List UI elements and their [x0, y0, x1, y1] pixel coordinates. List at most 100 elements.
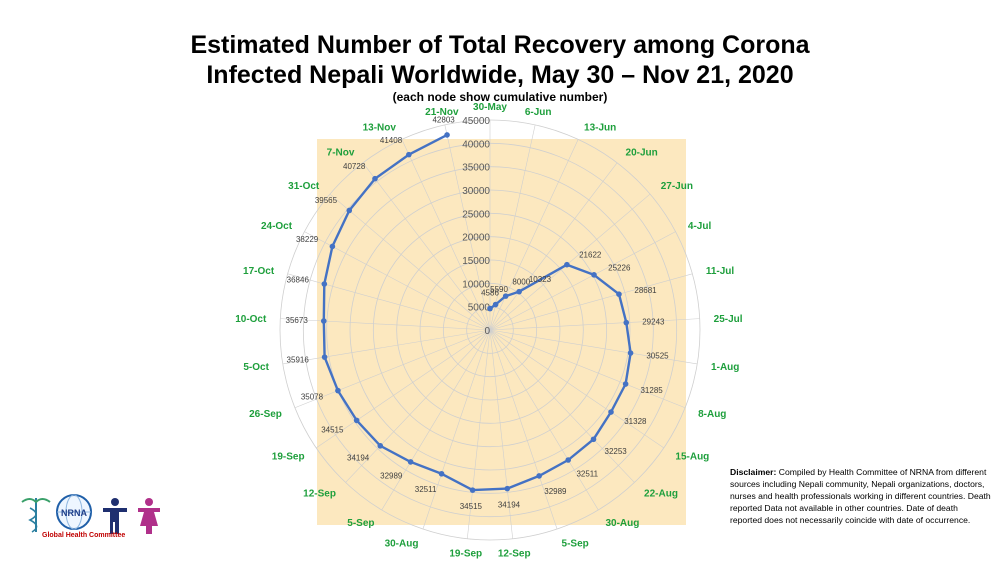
category-label: 15-Aug — [675, 452, 709, 463]
category-label: 5-Oct — [243, 362, 269, 373]
disclaimer-heading: Disclaimer: — [730, 467, 777, 477]
data-label: 34515 — [460, 502, 483, 511]
grid-spoke — [287, 273, 491, 331]
category-label: 31-Oct — [288, 181, 320, 192]
data-label: 32511 — [576, 470, 598, 479]
grid-spoke — [362, 162, 491, 331]
data-label: 42803 — [432, 115, 455, 124]
grid-spoke — [489, 318, 700, 331]
category-label: 19-Sep — [449, 549, 482, 560]
data-label: 32253 — [605, 447, 628, 456]
grid-spoke — [489, 193, 651, 331]
data-label: 34194 — [498, 501, 521, 510]
data-point — [516, 288, 522, 295]
globe-icon: NRNA — [56, 494, 92, 530]
data-label: 40728 — [343, 162, 366, 171]
data-point — [487, 305, 493, 312]
grid-spoke — [489, 124, 536, 331]
female-figure-icon — [138, 498, 160, 534]
grid-spoke — [489, 329, 558, 530]
grid-spoke — [489, 329, 635, 483]
data-point — [608, 409, 614, 415]
data-point — [407, 459, 414, 465]
category-label: 12-Sep — [498, 549, 531, 560]
data-label: 38229 — [296, 235, 319, 244]
disclaimer-text: Compiled by Health Committee of NRNA fro… — [730, 467, 991, 525]
category-label: 13-Jun — [584, 123, 616, 134]
category-label: 21-Nov — [425, 107, 459, 118]
grid-spoke — [280, 318, 491, 331]
male-figure-icon — [103, 498, 127, 534]
data-label: 34515 — [321, 425, 344, 434]
data-point — [616, 291, 622, 297]
axis-tick-label: 35000 — [462, 163, 490, 174]
data-label: 8000 — [512, 278, 530, 287]
data-label: 31328 — [624, 417, 647, 426]
data-label: 41408 — [380, 136, 403, 145]
category-label: 30-Aug — [605, 518, 639, 529]
grid-spoke — [304, 231, 491, 331]
data-point — [565, 457, 572, 463]
data-point — [321, 354, 328, 360]
data-label: 4586 — [481, 289, 499, 298]
grid-spoke — [489, 329, 664, 449]
chart-title-line1: Estimated Number of Total Recovery among… — [190, 31, 810, 59]
data-label: 35916 — [287, 356, 310, 365]
category-label: 5-Sep — [562, 538, 589, 549]
data-label: 32989 — [380, 472, 403, 481]
category-label: 25-Jul — [714, 314, 743, 325]
data-point — [377, 443, 384, 449]
category-label: 20-Jun — [626, 148, 658, 159]
grid-spoke — [489, 231, 676, 331]
data-label: 39565 — [315, 196, 338, 205]
data-point — [438, 470, 445, 477]
grid-spoke — [316, 329, 491, 449]
data-label: 32989 — [544, 487, 567, 496]
category-label: 5-Sep — [347, 518, 374, 529]
category-label: 1-Aug — [711, 362, 739, 373]
axis-tick-label: 15000 — [462, 256, 490, 267]
data-point — [353, 417, 360, 424]
grid-spoke — [489, 329, 698, 365]
category-label: 27-Jun — [661, 181, 693, 192]
axis-tick-label: 5000 — [468, 303, 491, 314]
axis-tick-label: 25000 — [462, 209, 490, 220]
data-point — [623, 319, 630, 326]
data-point — [406, 151, 412, 158]
caduceus-icon — [21, 498, 51, 533]
category-label: 26-Sep — [249, 409, 282, 420]
data-label: 35078 — [301, 393, 324, 402]
data-point — [321, 281, 328, 287]
data-point — [469, 487, 476, 493]
grid-spoke — [345, 329, 491, 483]
data-point — [504, 485, 511, 492]
data-point — [502, 293, 509, 299]
data-point — [536, 473, 542, 479]
logo-caption: Global Health Committee — [42, 532, 126, 539]
category-label: 8-Aug — [698, 409, 726, 420]
category-label: 13-Nov — [363, 123, 397, 134]
axis-tick-label: 45000 — [462, 116, 490, 127]
category-label: 17-Oct — [243, 266, 275, 277]
data-point — [444, 132, 450, 138]
data-label: 34194 — [347, 453, 370, 462]
logo-org-text: NRNA — [61, 508, 87, 518]
data-label: 28681 — [634, 286, 657, 295]
chart-subtitle: (each node show cumulative number) — [392, 90, 608, 104]
category-label: 11-Jul — [706, 266, 735, 277]
data-label: 32511 — [415, 485, 437, 494]
axis-tick-label: 10000 — [462, 279, 490, 290]
grid-spoke — [329, 193, 491, 331]
data-label: 10323 — [529, 275, 552, 284]
data-point — [622, 381, 629, 387]
category-label: 12-Sep — [303, 489, 336, 500]
data-label: 35673 — [286, 316, 309, 325]
chart-title-line2: Infected Nepali Worldwide, May 30 – Nov … — [206, 61, 794, 89]
data-point — [329, 243, 336, 250]
data-point — [372, 175, 378, 182]
global-health-committee-logo: NRNA — [21, 494, 160, 534]
category-label: 30-May — [473, 102, 507, 113]
category-label: 7-Nov — [327, 148, 355, 159]
grid-spoke — [489, 329, 686, 409]
grid-spoke — [422, 329, 491, 530]
